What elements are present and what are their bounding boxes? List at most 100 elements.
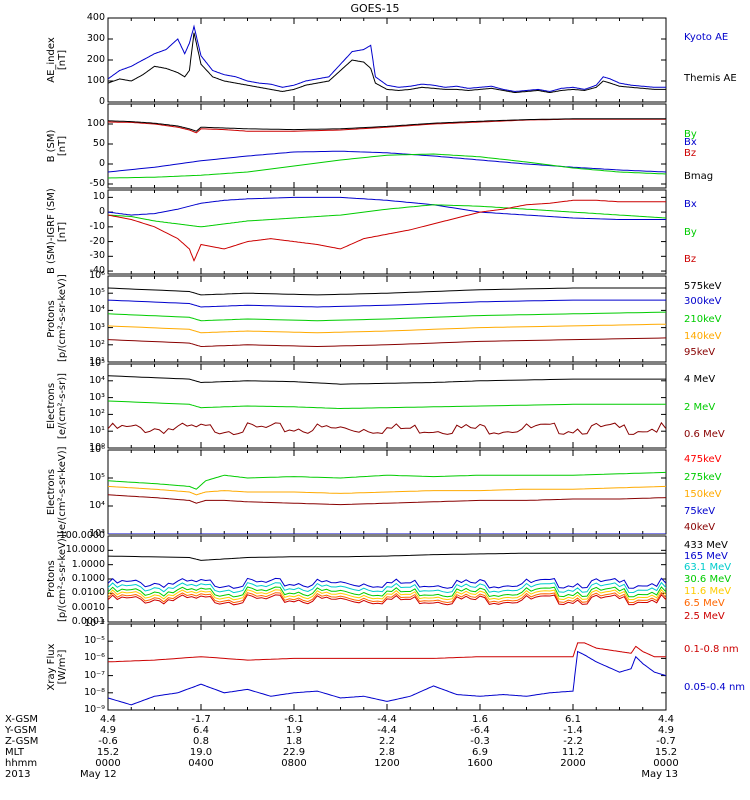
ephemeris-value: -4.4 [377, 714, 397, 725]
legend-275keV: 275keV [684, 472, 722, 483]
y-tick-label: 10⁻⁴ [84, 618, 105, 629]
y-tick-label: 10⁶ [89, 270, 105, 281]
ephemeris-value: 6.4 [193, 725, 209, 736]
legend-30-6-MeV: 30.6 MeV [684, 574, 732, 585]
panel-frame [107, 535, 667, 623]
ephemeris-value: 4.4 [658, 714, 674, 725]
y-tick-label: 10⁰ [89, 442, 105, 453]
series-line-210keV [108, 311, 666, 322]
legend-95keV: 95keV [684, 347, 716, 358]
series-line-140keV [108, 323, 666, 334]
legend-575keV: 575keV [684, 281, 722, 292]
y-tick-label: -50 [89, 178, 105, 189]
ephemeris-value: 0000 [95, 758, 121, 769]
ephemeris-value: 2.8 [379, 747, 395, 758]
y-tick-label: 10² [89, 408, 105, 420]
y-tick-label: 100 [86, 75, 105, 86]
panel-frame [107, 363, 667, 449]
legend-11-6-MeV: 11.6 MeV [684, 586, 732, 597]
ephemeris-value: 4.9 [100, 725, 116, 736]
ephemeris-value: 6.1 [565, 714, 581, 725]
ephemeris-value: 15.2 [96, 747, 120, 758]
legend-140keV: 140keV [684, 331, 722, 342]
legend-0-1-0-8-nm: 0.1-0.8 nm [684, 644, 739, 655]
y-axis-label: Electrons [e/(cm²-s-sr-keV)] [46, 446, 68, 534]
panel-4 [107, 275, 667, 363]
y-tick-label: 10⁻⁷ [84, 669, 105, 681]
ephemeris-value: 4.9 [658, 725, 674, 736]
y-axis-label: B (SM) [nT] [46, 129, 68, 163]
ephemeris-value: 1.9 [286, 725, 302, 736]
ephemeris-value: -0.7 [656, 736, 676, 747]
series-line-0-05-0-4-nm [108, 650, 666, 706]
legend-210keV: 210keV [684, 314, 722, 325]
series-line-Bmag [108, 118, 666, 132]
y-tick-label: 0 [98, 158, 105, 169]
y-tick-label: 50 [92, 138, 105, 149]
y-tick-label: 10⁴ [89, 304, 105, 316]
ephemeris-value: May 12 [80, 769, 117, 780]
y-tick-label: 10⁶ [89, 444, 105, 455]
series-line-275keV [108, 471, 666, 490]
y-tick-label: 10³ [89, 391, 105, 403]
series-line-300keV [108, 299, 666, 308]
ephemeris-label: 2013 [5, 769, 31, 780]
series-line-63-1-MeV [108, 581, 666, 594]
y-tick-label: 0.0100 [71, 587, 105, 599]
legend-6-5-MeV: 6.5 MeV [684, 598, 725, 609]
series-line-2-MeV [108, 400, 666, 410]
series-line-By [108, 204, 666, 228]
series-line-40keV [108, 494, 666, 506]
ephemeris-label: Y-GSM [5, 725, 37, 736]
legend-300keV: 300keV [684, 296, 722, 307]
ephemeris-value: 6.9 [472, 747, 488, 758]
y-axis-label: Protons [p/(cm²-s-sr-keV)] [46, 534, 68, 622]
y-tick-label: 10.0000 [65, 544, 105, 556]
series-line-165-MeV [108, 577, 666, 589]
y-axis-label: AE_index [nT] [46, 37, 68, 83]
y-tick-label: 300 [86, 33, 105, 44]
series-line-0-1-0-8-nm [108, 642, 666, 663]
legend-150keV: 150keV [684, 489, 722, 500]
ephemeris-value: 22.9 [282, 747, 306, 758]
y-tick-label: 10¹ [89, 425, 105, 437]
legend-75keV: 75keV [684, 506, 716, 517]
y-tick-label: 10⁴ [89, 374, 105, 386]
ephemeris-value: -1.4 [563, 725, 583, 736]
y-tick-label: 0 [98, 206, 105, 218]
panel-frame [107, 189, 667, 275]
y-axis-label: Electrons [e/(cm²-s-sr)] [46, 372, 68, 440]
legend-Themis-AE: Themis AE [684, 73, 737, 84]
panel-1 [107, 17, 667, 103]
ephemeris-value: -4.4 [377, 725, 397, 736]
ephemeris-value: 0000 [653, 758, 679, 769]
ephemeris-value: 0.8 [193, 736, 209, 747]
y-tick-label: 100.0000 [59, 530, 105, 541]
series-line-433-MeV [108, 552, 666, 561]
y-tick-label: 0.0001 [71, 616, 105, 627]
panel-5 [107, 363, 667, 449]
series-line-0-6-MeV [108, 421, 666, 436]
ephemeris-value: -2.2 [563, 736, 583, 747]
legend-Bmag: Bmag [684, 171, 714, 182]
y-tick-label: 400 [86, 12, 105, 23]
series-line-150keV [108, 485, 666, 496]
legend-By: By [684, 129, 697, 140]
legend-63-1-MeV: 63.1 MeV [684, 562, 732, 573]
ephemeris-value: 2.2 [379, 736, 395, 747]
y-tick-label: 0 [98, 96, 105, 107]
ephemeris-value: -0.3 [470, 736, 490, 747]
legend-4-MeV: 4 MeV [684, 374, 716, 385]
ephemeris-value: 4.4 [100, 714, 116, 725]
panel-6 [107, 449, 667, 535]
y-tick-label: 100 [86, 118, 105, 129]
y-tick-label: 0.0010 [71, 601, 105, 613]
series-line-95keV [108, 337, 666, 348]
series-line-4-MeV [108, 375, 666, 385]
ephemeris-value: 0800 [281, 758, 307, 769]
y-tick-label: 10⁵ [89, 472, 105, 483]
y-tick-label: 10² [89, 338, 105, 350]
y-tick-label: 10⁻⁵ [84, 635, 105, 647]
ephemeris-value: 1.8 [286, 736, 302, 747]
